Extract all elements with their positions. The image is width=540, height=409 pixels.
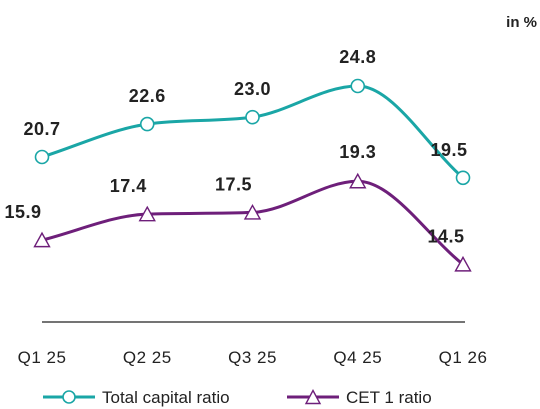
data-point-total xyxy=(34,149,50,165)
data-point-cet1 xyxy=(454,255,472,272)
series-line-total xyxy=(40,84,465,180)
data-point-cet1 xyxy=(33,231,51,248)
x-tick-label: Q3 25 xyxy=(228,348,277,367)
data-point-cet1 xyxy=(138,205,156,222)
legend-item-total: Total capital ratio xyxy=(43,388,230,407)
data-label-cet1: 17.5 xyxy=(215,174,252,194)
x-tick-labels: Q1 25 Q2 25 Q3 25 Q4 25 Q1 26 xyxy=(18,348,488,367)
data-label-total: 23.0 xyxy=(234,79,271,99)
legend-item-cet1: CET 1 ratio xyxy=(287,388,432,407)
data-label-total: 20.7 xyxy=(23,119,60,139)
series-cet1: 15.9 17.4 17.5 19.3 14.5 xyxy=(4,142,472,272)
data-label-total: 19.5 xyxy=(430,140,467,160)
x-tick-label: Q1 26 xyxy=(439,348,488,367)
legend-triangle-marker-icon xyxy=(304,389,322,405)
data-label-cet1: 17.4 xyxy=(110,176,147,196)
series-total: 20.7 22.6 23.0 24.8 19.5 xyxy=(23,47,471,186)
data-point-total xyxy=(139,116,155,132)
data-label-cet1: 15.9 xyxy=(4,202,41,222)
data-label-cet1: 19.3 xyxy=(339,142,376,162)
legend-circle-marker-icon xyxy=(62,390,76,404)
legend-label-cet1: CET 1 ratio xyxy=(346,388,432,407)
series-layer: 20.7 22.6 23.0 24.8 19.5 15.9 17.4 17.5 19.3 14.5 xyxy=(4,47,472,272)
data-label-total: 22.6 xyxy=(129,86,166,106)
data-point-total xyxy=(455,170,471,186)
data-label-total: 24.8 xyxy=(339,47,376,67)
data-point-cet1 xyxy=(349,172,367,189)
legend-label-total: Total capital ratio xyxy=(102,388,230,407)
data-point-cet1 xyxy=(243,203,262,220)
data-point-total xyxy=(350,78,366,94)
unit-label: in % xyxy=(506,14,537,31)
x-tick-label: Q4 25 xyxy=(333,348,382,367)
data-label-cet1: 14.5 xyxy=(427,226,464,246)
x-tick-label: Q1 25 xyxy=(18,348,67,367)
legend: Total capital ratio CET 1 ratio xyxy=(43,388,432,407)
x-tick-label: Q2 25 xyxy=(123,348,172,367)
series-line-cet1 xyxy=(40,179,465,266)
data-point-total xyxy=(245,109,260,125)
